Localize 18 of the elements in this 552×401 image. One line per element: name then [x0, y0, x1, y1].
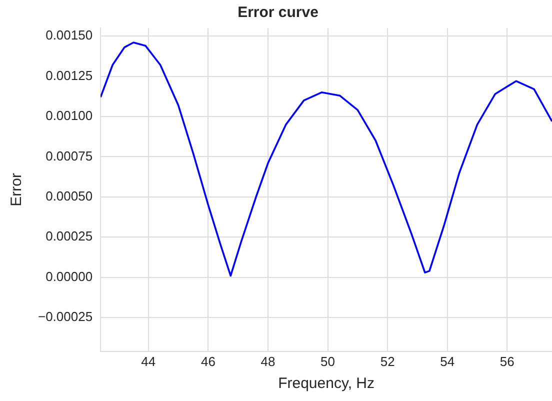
x-tick-label: 54 [440, 354, 455, 369]
x-axis-title: Frequency, Hz [278, 375, 375, 392]
y-tick-label: 0.00100 [46, 108, 93, 124]
x-tick-label: 44 [141, 354, 156, 369]
chart-title: Error curve [238, 4, 318, 22]
y-tick-label: 0.00075 [46, 148, 93, 164]
x-tick-label: 50 [320, 354, 336, 369]
y-tick-label: 0.00050 [46, 188, 93, 204]
y-tick-label: 0.00125 [46, 68, 93, 83]
x-tick-label: 46 [200, 354, 216, 369]
x-tick-label: 56 [500, 354, 514, 369]
x-tick-label: 48 [260, 354, 276, 369]
y-tick-label: −0.00025 [38, 309, 93, 324]
y-axis-title: Error [8, 173, 26, 206]
x-tick-label: 52 [380, 354, 395, 369]
y-tick-label: 0.00150 [46, 28, 93, 43]
y-tick-label: 0.00000 [46, 268, 93, 284]
y-tick-label: 0.00025 [46, 228, 93, 244]
